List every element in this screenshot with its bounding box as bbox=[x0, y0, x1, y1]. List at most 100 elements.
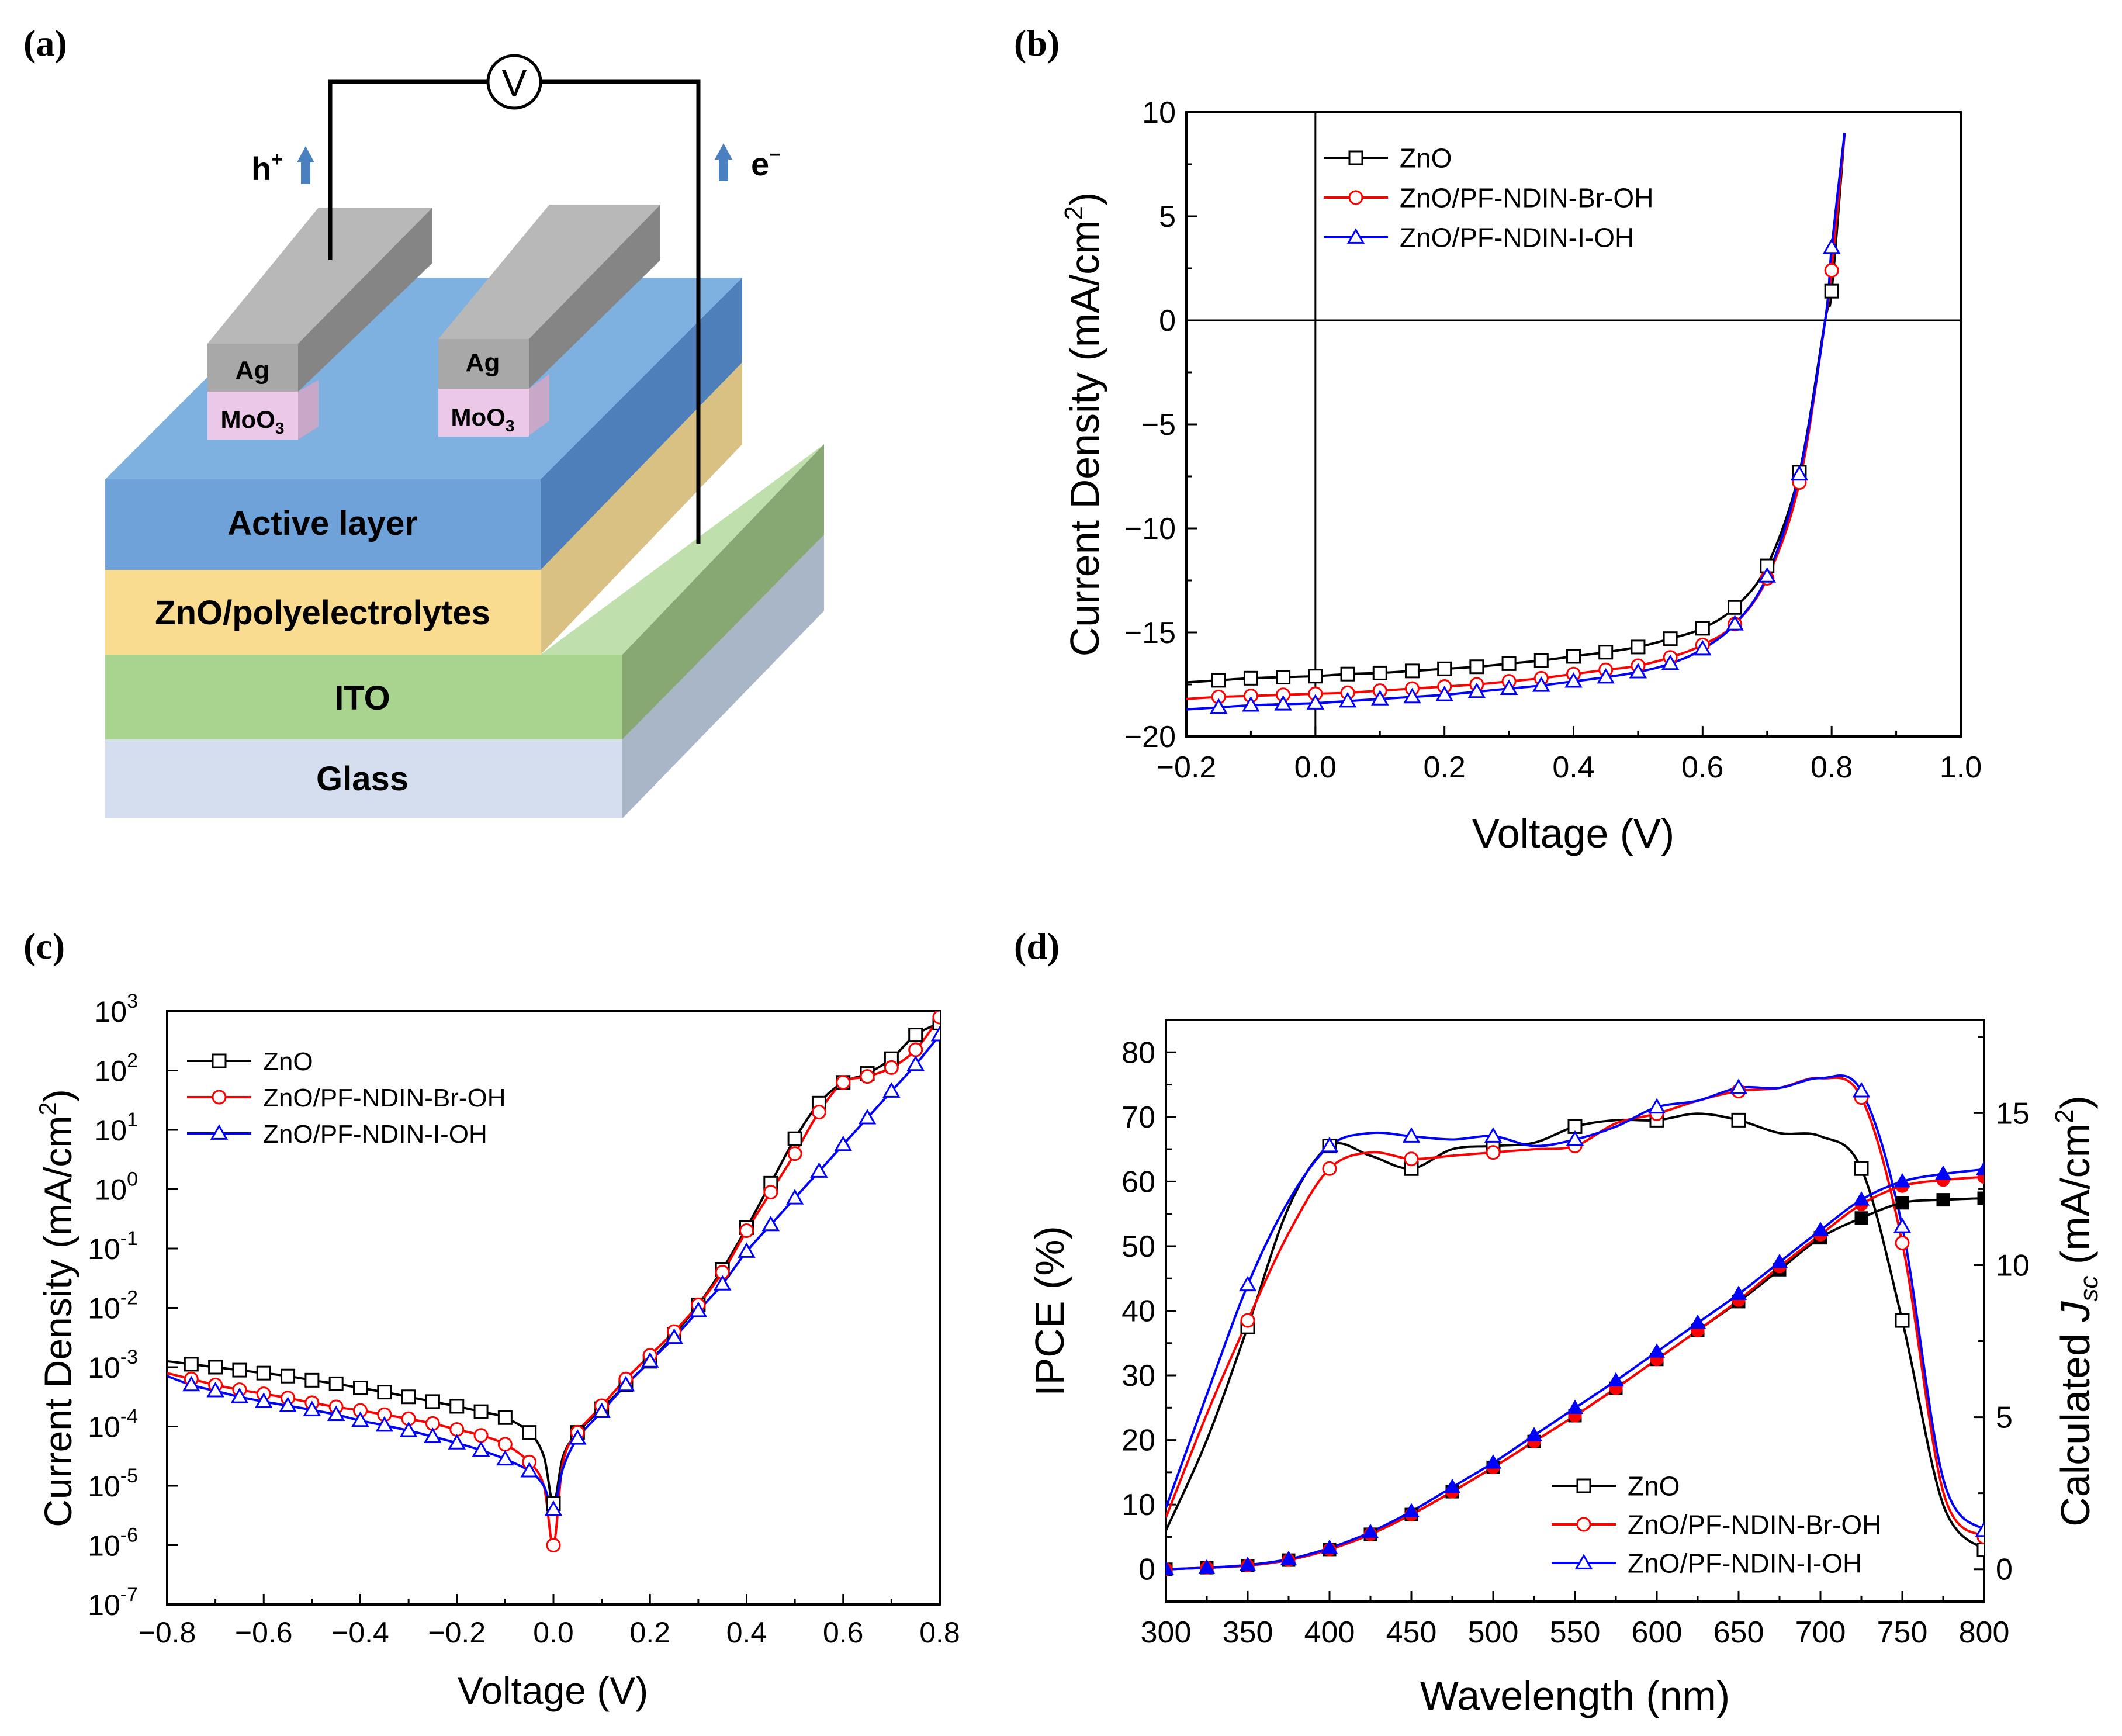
jsc-point bbox=[1280, 1551, 1297, 1565]
y-tick-label: 10-1 bbox=[88, 1227, 138, 1265]
y-tick-base: 10 bbox=[88, 1292, 120, 1325]
y-tick-label: 0 bbox=[1159, 304, 1176, 338]
zno-side bbox=[541, 362, 742, 655]
data-point bbox=[1597, 668, 1615, 684]
jsc-point bbox=[1403, 1503, 1420, 1517]
ag-1-label: Ag bbox=[236, 356, 270, 385]
y-tick-exp: -5 bbox=[120, 1465, 138, 1487]
data-point bbox=[232, 1362, 247, 1378]
chart-b-tick-labels: −0.2 0.0 0.2 0.4 0.6 0.8 1.0 10 5 0 −5 −10 −15 −20 bbox=[1124, 96, 1982, 784]
data-point bbox=[1822, 238, 1841, 254]
data-point bbox=[689, 1301, 708, 1317]
y2-tick-label: 0 bbox=[1996, 1553, 2013, 1587]
data-point bbox=[1274, 695, 1292, 711]
chart-d: 300 350 400 450 500 550 600 650 700 750 8000102030… bbox=[1027, 1019, 2103, 1718]
ipce-point bbox=[1486, 1145, 1501, 1160]
ipce-point bbox=[1566, 1130, 1584, 1146]
y-tick-exp: -4 bbox=[120, 1406, 138, 1428]
y-tick-exp: -2 bbox=[120, 1287, 138, 1309]
data-point bbox=[1629, 662, 1647, 679]
y-tick-label: 10-6 bbox=[88, 1524, 138, 1562]
data-point bbox=[424, 1427, 442, 1443]
y-tick-label: 101 bbox=[94, 1109, 138, 1147]
data-point bbox=[811, 1105, 826, 1120]
y-tick-label: 70 bbox=[1121, 1101, 1155, 1135]
data-point bbox=[908, 1042, 923, 1057]
x-tick-label: 0.4 bbox=[1552, 751, 1594, 784]
data-point bbox=[546, 1538, 561, 1552]
moo3-2-side bbox=[529, 374, 549, 435]
data-point bbox=[1209, 698, 1228, 714]
data-point bbox=[1533, 653, 1549, 668]
chart-d-tick-labels: 300 350 400 450 500 550 600 650 700 750 8000102030… bbox=[1121, 1036, 2030, 1649]
x-tick-label: 0.4 bbox=[726, 1616, 767, 1649]
legend-marker bbox=[1348, 190, 1363, 205]
ipce-point bbox=[1852, 1081, 1871, 1098]
layer-label-zno: ZnO/polyelectrolytes bbox=[155, 594, 490, 632]
data-point bbox=[810, 1162, 828, 1178]
data-point bbox=[449, 1399, 465, 1414]
legend-label: ZnO/PF-NDIN-I-OH bbox=[1400, 223, 1634, 253]
panel-label-c: (c) bbox=[23, 925, 65, 967]
y-tick-label: 50 bbox=[1121, 1230, 1155, 1264]
ag-2-side bbox=[529, 205, 660, 389]
x-tick-label: 500 bbox=[1468, 1616, 1519, 1649]
y-tick-base: 10 bbox=[94, 995, 127, 1028]
panel-label-a: (a) bbox=[23, 22, 67, 64]
ag-2-top bbox=[438, 205, 660, 339]
ag-1-side bbox=[298, 208, 432, 392]
data-point bbox=[739, 1223, 754, 1239]
series-line-0 bbox=[1186, 133, 1846, 684]
y-tick-label: −15 bbox=[1124, 616, 1176, 650]
moo3-1-label: MoO3 bbox=[221, 406, 285, 437]
data-point bbox=[1661, 654, 1680, 670]
data-point bbox=[761, 1215, 780, 1232]
data-point bbox=[328, 1376, 344, 1391]
ipce-point bbox=[1854, 1161, 1869, 1176]
ipce-point bbox=[1404, 1151, 1419, 1167]
ipce-point bbox=[1976, 1543, 1984, 1558]
x-tick-label: −0.6 bbox=[235, 1616, 293, 1649]
y-tick-exp: -7 bbox=[120, 1583, 138, 1606]
chart-c-xlabel: Voltage (V) bbox=[458, 1669, 649, 1712]
data-point bbox=[399, 1421, 418, 1437]
y-tick-label: 0 bbox=[1138, 1553, 1155, 1587]
data-point bbox=[787, 1146, 802, 1161]
data-point bbox=[785, 1189, 804, 1205]
data-point bbox=[1566, 649, 1581, 664]
legend-marker bbox=[1574, 1554, 1593, 1569]
data-point bbox=[473, 1404, 489, 1419]
data-point bbox=[184, 1357, 199, 1372]
jsc-point bbox=[1936, 1193, 1950, 1207]
data-point bbox=[375, 1416, 394, 1432]
chart-d-plot bbox=[1166, 1074, 1984, 1576]
jsc-point bbox=[1975, 1161, 1984, 1175]
data-point bbox=[401, 1389, 416, 1405]
x-tick-label: 1.0 bbox=[1940, 751, 1982, 784]
data-point bbox=[1437, 661, 1452, 676]
y-tick-exp: -3 bbox=[120, 1346, 138, 1368]
data-point bbox=[255, 1392, 273, 1408]
chart-b-axes bbox=[1185, 111, 1962, 738]
y-tick-label: −5 bbox=[1141, 408, 1176, 442]
data-point bbox=[641, 1352, 659, 1368]
jsc-point bbox=[1607, 1372, 1625, 1387]
data-point bbox=[1308, 669, 1323, 684]
data-point bbox=[230, 1388, 249, 1403]
y-tick-label: 30 bbox=[1121, 1359, 1155, 1393]
data-point bbox=[496, 1450, 514, 1466]
jsc-point bbox=[1443, 1478, 1461, 1493]
data-point bbox=[834, 1135, 852, 1151]
moo3-1-front bbox=[207, 392, 298, 440]
data-point bbox=[1338, 691, 1357, 708]
x-tick-label: 0.8 bbox=[1811, 751, 1853, 784]
active-side bbox=[541, 278, 742, 570]
x-tick-label: 0.2 bbox=[629, 1616, 670, 1649]
x-tick-label: 650 bbox=[1713, 1616, 1764, 1649]
jsc-point bbox=[1321, 1539, 1338, 1554]
ipce-point bbox=[1647, 1098, 1666, 1114]
y-tick-label: 102 bbox=[94, 1050, 138, 1088]
data-point bbox=[908, 1028, 923, 1043]
jsc-point bbox=[1812, 1222, 1829, 1236]
